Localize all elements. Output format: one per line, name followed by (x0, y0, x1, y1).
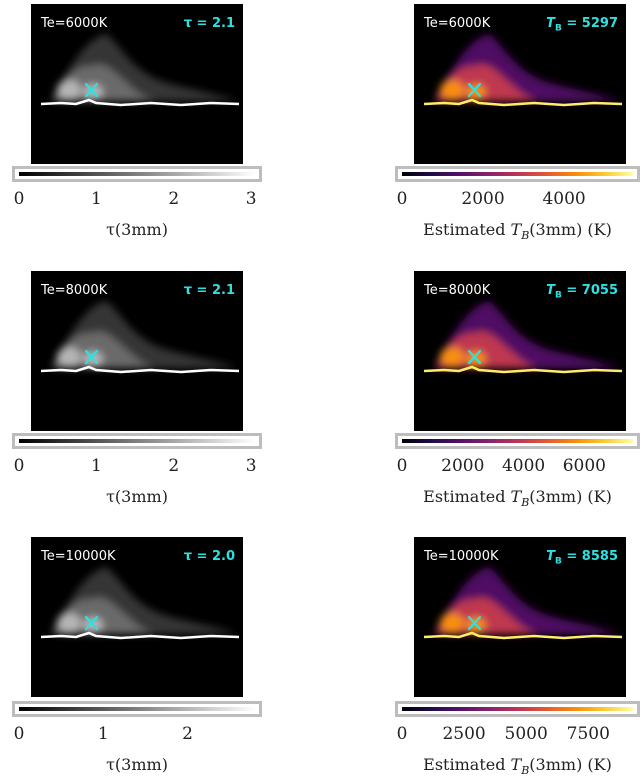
image-panel: Te=8000K TB = 7055 (414, 271, 626, 431)
colorbar-tick-label: 2000 (441, 456, 485, 476)
stat-label: TB = 8585 (546, 549, 618, 567)
emission-map (423, 34, 623, 107)
emission-map (40, 34, 240, 107)
colorbar-tick-label: 1 (97, 724, 109, 744)
colorbar-tick-label: 2 (182, 724, 193, 744)
image-panel: Te=6000K TB = 5297 (414, 4, 626, 164)
emission-map (40, 301, 240, 374)
colorbar-tick-label: 0 (396, 189, 408, 209)
colorbar (12, 701, 262, 717)
colorbar-label: τ(3mm) (106, 487, 168, 506)
colorbar-tick-label: 2500 (442, 724, 486, 744)
colorbar (395, 433, 640, 449)
image-panel: Te=6000K τ = 2.1 (31, 4, 243, 164)
panel-label: Te=8000K (41, 283, 108, 298)
stat-label: τ = 2.1 (183, 16, 235, 31)
image-panel: Te=8000K τ = 2.1 (31, 271, 243, 431)
colorbar-tick-label: 0 (396, 456, 408, 476)
colorbar-label: τ(3mm) (106, 755, 168, 774)
colorbar-tick-label: 2000 (461, 189, 505, 209)
colorbar-label: Estimated TB(3mm) (K) (423, 220, 612, 243)
colorbar-tick-label: 3 (245, 189, 257, 209)
panel-label: Te=10000K (424, 549, 499, 564)
colorbar-gradient (19, 707, 255, 711)
colorbar-label: τ(3mm) (106, 220, 168, 239)
panel-label: Te=6000K (41, 16, 108, 31)
emission-map (40, 567, 240, 640)
colorbar-label: Estimated TB(3mm) (K) (423, 755, 612, 778)
colorbar-tick-label: 5000 (504, 724, 548, 744)
stat-label: τ = 2.0 (183, 549, 235, 564)
colorbar-tick-label: 3 (245, 456, 257, 476)
colorbar-tick-label: 7500 (566, 724, 610, 744)
colorbar-tick-label: 4000 (501, 456, 546, 476)
colorbar-tick-label: 1 (90, 189, 102, 209)
stat-label: τ = 2.1 (183, 283, 235, 298)
image-panel: Te=10000K τ = 2.0 (31, 537, 243, 697)
emission-map (423, 301, 623, 374)
stat-label: TB = 5297 (546, 16, 618, 34)
colorbar-tick-label: 0 (13, 456, 25, 476)
panel-label: Te=8000K (424, 283, 491, 298)
colorbar-tick-label: 2 (168, 456, 180, 476)
colorbar-gradient (402, 439, 633, 443)
colorbar-tick-label: 0 (13, 189, 25, 209)
emission-map (423, 567, 623, 640)
colorbar (395, 701, 640, 717)
colorbar-tick-label: 4000 (542, 189, 586, 209)
colorbar-tick-label: 1 (90, 456, 102, 476)
colorbar-gradient (19, 172, 255, 176)
colorbar-tick-label: 0 (13, 724, 25, 744)
colorbar (12, 166, 262, 182)
colorbar-tick-label: 0 (396, 724, 408, 744)
image-panel: Te=10000K TB = 8585 (414, 537, 626, 697)
colorbar-tick-label: 6000 (562, 456, 606, 476)
colorbar-gradient (402, 172, 633, 176)
stat-label: TB = 7055 (546, 283, 618, 301)
panel-label: Te=10000K (41, 549, 116, 564)
panel-label: Te=6000K (424, 16, 491, 31)
colorbar (395, 166, 640, 182)
colorbar-gradient (19, 439, 255, 443)
colorbar-tick-label: 2 (168, 189, 180, 209)
colorbar (12, 433, 262, 449)
colorbar-gradient (402, 707, 633, 711)
colorbar-label: Estimated TB(3mm) (K) (423, 487, 612, 510)
